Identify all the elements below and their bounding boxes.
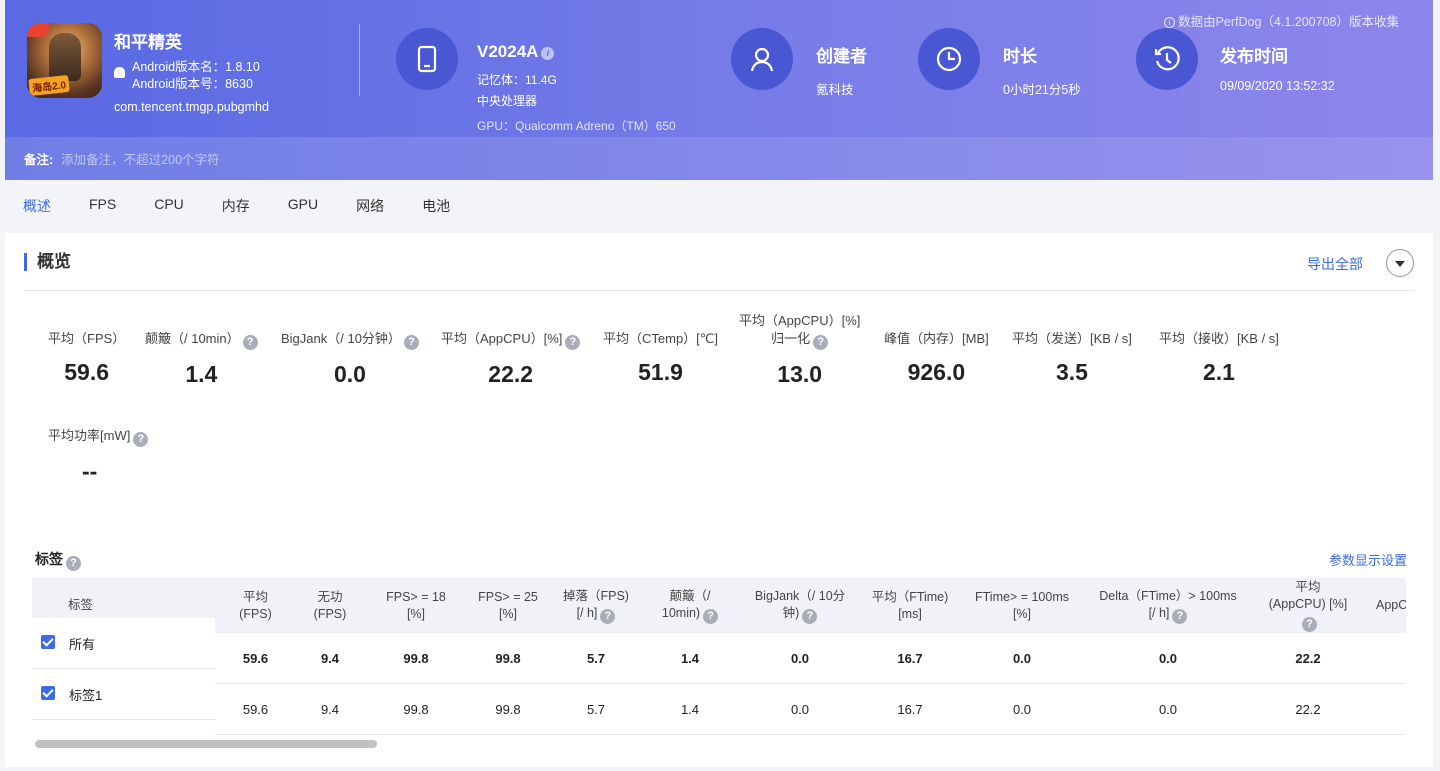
app-package: com.tencent.tmgp.pubgmhd: [114, 100, 269, 114]
tag-checkbox-tag1[interactable]: [41, 686, 55, 700]
remark-label: 备注:: [24, 153, 54, 167]
overview-title: 概览: [24, 253, 71, 271]
app-version-info: Android版本名：1.8.10 Android版本号：8630: [114, 59, 260, 93]
tag-checkbox-all[interactable]: [41, 635, 55, 649]
device-cpu: 中央处理器: [477, 94, 538, 108]
creator-title: 创建者: [816, 47, 867, 66]
metric-avg-appcpu-normalized: 平均（AppCPU）[%] 归一化? 13.0: [739, 313, 861, 387]
remark-field[interactable]: 备注: 添加备注，不超过200个字符: [24, 149, 220, 168]
data-source-note: i 数据由PerfDog（4.1.200708）版本收集: [1164, 11, 1399, 30]
metric-avg-power: 平均功率[mW]? --: [48, 427, 149, 485]
tab-fps[interactable]: FPS: [89, 196, 117, 212]
col-avg-fps: 平均 (FPS): [239, 589, 272, 621]
duration-title: 时长: [1003, 47, 1037, 66]
metric-avg-send: 平均（发送）[KB / s] 3.5: [1012, 331, 1132, 385]
device-model: V2024A i: [477, 42, 555, 62]
device-specs: 记忆体：11.4G 中央处理器 GPU：Qualcomm Adreno（TM）6…: [477, 70, 676, 137]
metric-avg-receive: 平均（接收）[KB / s] 2.1: [1159, 331, 1279, 385]
android-icon: [114, 67, 125, 78]
tab-memory[interactable]: 内存: [221, 198, 250, 214]
section-divider: [24, 290, 1414, 291]
col-appcpu-truncated: AppCPU: [1376, 598, 1406, 612]
col-fps-drop: 掉落（FPS) [/ h]?: [563, 588, 629, 624]
collapse-button[interactable]: [1386, 249, 1414, 277]
app-icon: 海岛2.0: [27, 23, 102, 98]
publish-value: 09/09/2020 13:52:32: [1220, 79, 1335, 93]
info-icon: i: [1164, 17, 1176, 28]
metric-peak-memory: 峰值（内存）[MB] 926.0: [884, 331, 989, 385]
col-tag: 标签: [68, 598, 94, 612]
help-icon[interactable]: ?: [1302, 617, 1317, 632]
param-display-settings-link[interactable]: 参数显示设置: [1329, 553, 1408, 568]
app-icon-badge: 海岛2.0: [28, 74, 70, 97]
help-icon[interactable]: ?: [66, 556, 81, 571]
scrollbar-thumb[interactable]: [35, 740, 377, 748]
tag-cell-all: 所有: [32, 618, 215, 669]
history-icon: [1136, 28, 1198, 90]
metric-jank: 颠簸（/ 10min）? 1.4: [145, 330, 258, 388]
help-icon[interactable]: ?: [1172, 608, 1188, 624]
col-stutter-fps: 无功 (FPS): [313, 589, 347, 621]
col-avg-appcpu: 平均 (AppCPU) [%]?: [1268, 580, 1348, 632]
device-info-icon[interactable]: i: [541, 47, 555, 60]
tag-column: 所有 标签1: [32, 618, 215, 738]
tags-title: 标签?: [35, 549, 81, 571]
col-bigjank: BigJank（/ 10分 钟)?: [754, 588, 846, 624]
tab-overview[interactable]: 概述: [23, 198, 51, 214]
col-fps-ge-25: FPS> = 25 [%]: [478, 589, 538, 621]
device-memory: 记忆体：11.4G: [477, 73, 557, 87]
col-avg-ftime: 平均（FTime) [ms]: [871, 589, 949, 621]
table-header: 标签 平均 (FPS) 无功 (FPS) FPS> = 18 [%] FPS> = 2…: [32, 578, 1406, 633]
help-icon[interactable]: ?: [565, 335, 581, 350]
app-name: 和平精英: [114, 33, 182, 52]
col-ftime-ge-100: FTime> = 100ms [%]: [974, 589, 1069, 621]
clock-icon: [918, 28, 980, 90]
user-icon: [731, 28, 793, 90]
metric-avg-appcpu: 平均（AppCPU）[%]? 22.2: [441, 330, 581, 388]
tab-bar: 概述 FPS CPU 内存 GPU 网络 电池: [23, 196, 488, 216]
duration-value: 0小时21分5秒: [1003, 83, 1081, 97]
tablet-icon: [396, 28, 458, 90]
help-icon[interactable]: ?: [802, 608, 818, 624]
app-version-code: Android版本号：8630: [132, 77, 253, 91]
help-icon[interactable]: ?: [133, 432, 149, 447]
table-row[interactable]: 59.6 9.4 99.8 99.8 5.7 1.4 0.0 16.7 0.0 …: [215, 684, 1406, 735]
help-icon[interactable]: ?: [600, 608, 616, 624]
device-gpu: GPU：Qualcomm Adreno（TM）650: [477, 119, 676, 133]
col-delta-ftime: Delta（FTime）> 100ms [/ h]?: [1099, 588, 1237, 624]
tab-battery[interactable]: 电池: [422, 198, 451, 214]
tags-table: 标签 平均 (FPS) 无功 (FPS) FPS> = 18 [%] FPS> = 2…: [32, 578, 1406, 738]
creator-value: 氪科技: [816, 83, 854, 97]
remark-band: [5, 137, 1433, 180]
tab-cpu[interactable]: CPU: [154, 196, 184, 212]
publish-title: 发布时间: [1220, 47, 1288, 66]
metric-bigjank: BigJank（/ 10分钟）? 0.0: [281, 330, 419, 388]
metric-avg-fps: 平均（FPS） 59.6: [48, 331, 126, 385]
tab-network[interactable]: 网络: [356, 198, 385, 214]
header-divider: [359, 24, 360, 96]
tab-gpu[interactable]: GPU: [287, 196, 319, 212]
col-fps-ge-18: FPS> = 18 [%]: [386, 589, 446, 621]
report-header: i 数据由PerfDog（4.1.200708）版本收集 海岛2.0 和平精英 A…: [5, 0, 1433, 180]
overview-card: 概览 导出全部 平均（FPS） 59.6 颠簸（/ 10min）? 1.4 Bi…: [5, 233, 1433, 767]
col-jank: 颠簸（/10min)?: [642, 578, 738, 633]
export-all-link[interactable]: 导出全部: [1307, 256, 1363, 272]
table-horizontal-scrollbar[interactable]: [32, 739, 1406, 749]
remark-placeholder[interactable]: 添加备注，不超过200个字符: [61, 153, 220, 167]
metric-avg-ctemp: 平均（CTemp）[℃] 51.9: [603, 331, 719, 385]
help-icon[interactable]: ?: [813, 335, 829, 350]
help-icon[interactable]: ?: [703, 608, 719, 624]
help-icon[interactable]: ?: [403, 335, 419, 350]
app-version-name: Android版本名：1.8.10: [132, 60, 260, 74]
tag-cell-tag1: 标签1: [32, 669, 215, 720]
table-row[interactable]: 59.6 9.4 99.8 99.8 5.7 1.4 0.0 16.7 0.0 …: [215, 633, 1406, 684]
help-icon[interactable]: ?: [242, 335, 258, 350]
